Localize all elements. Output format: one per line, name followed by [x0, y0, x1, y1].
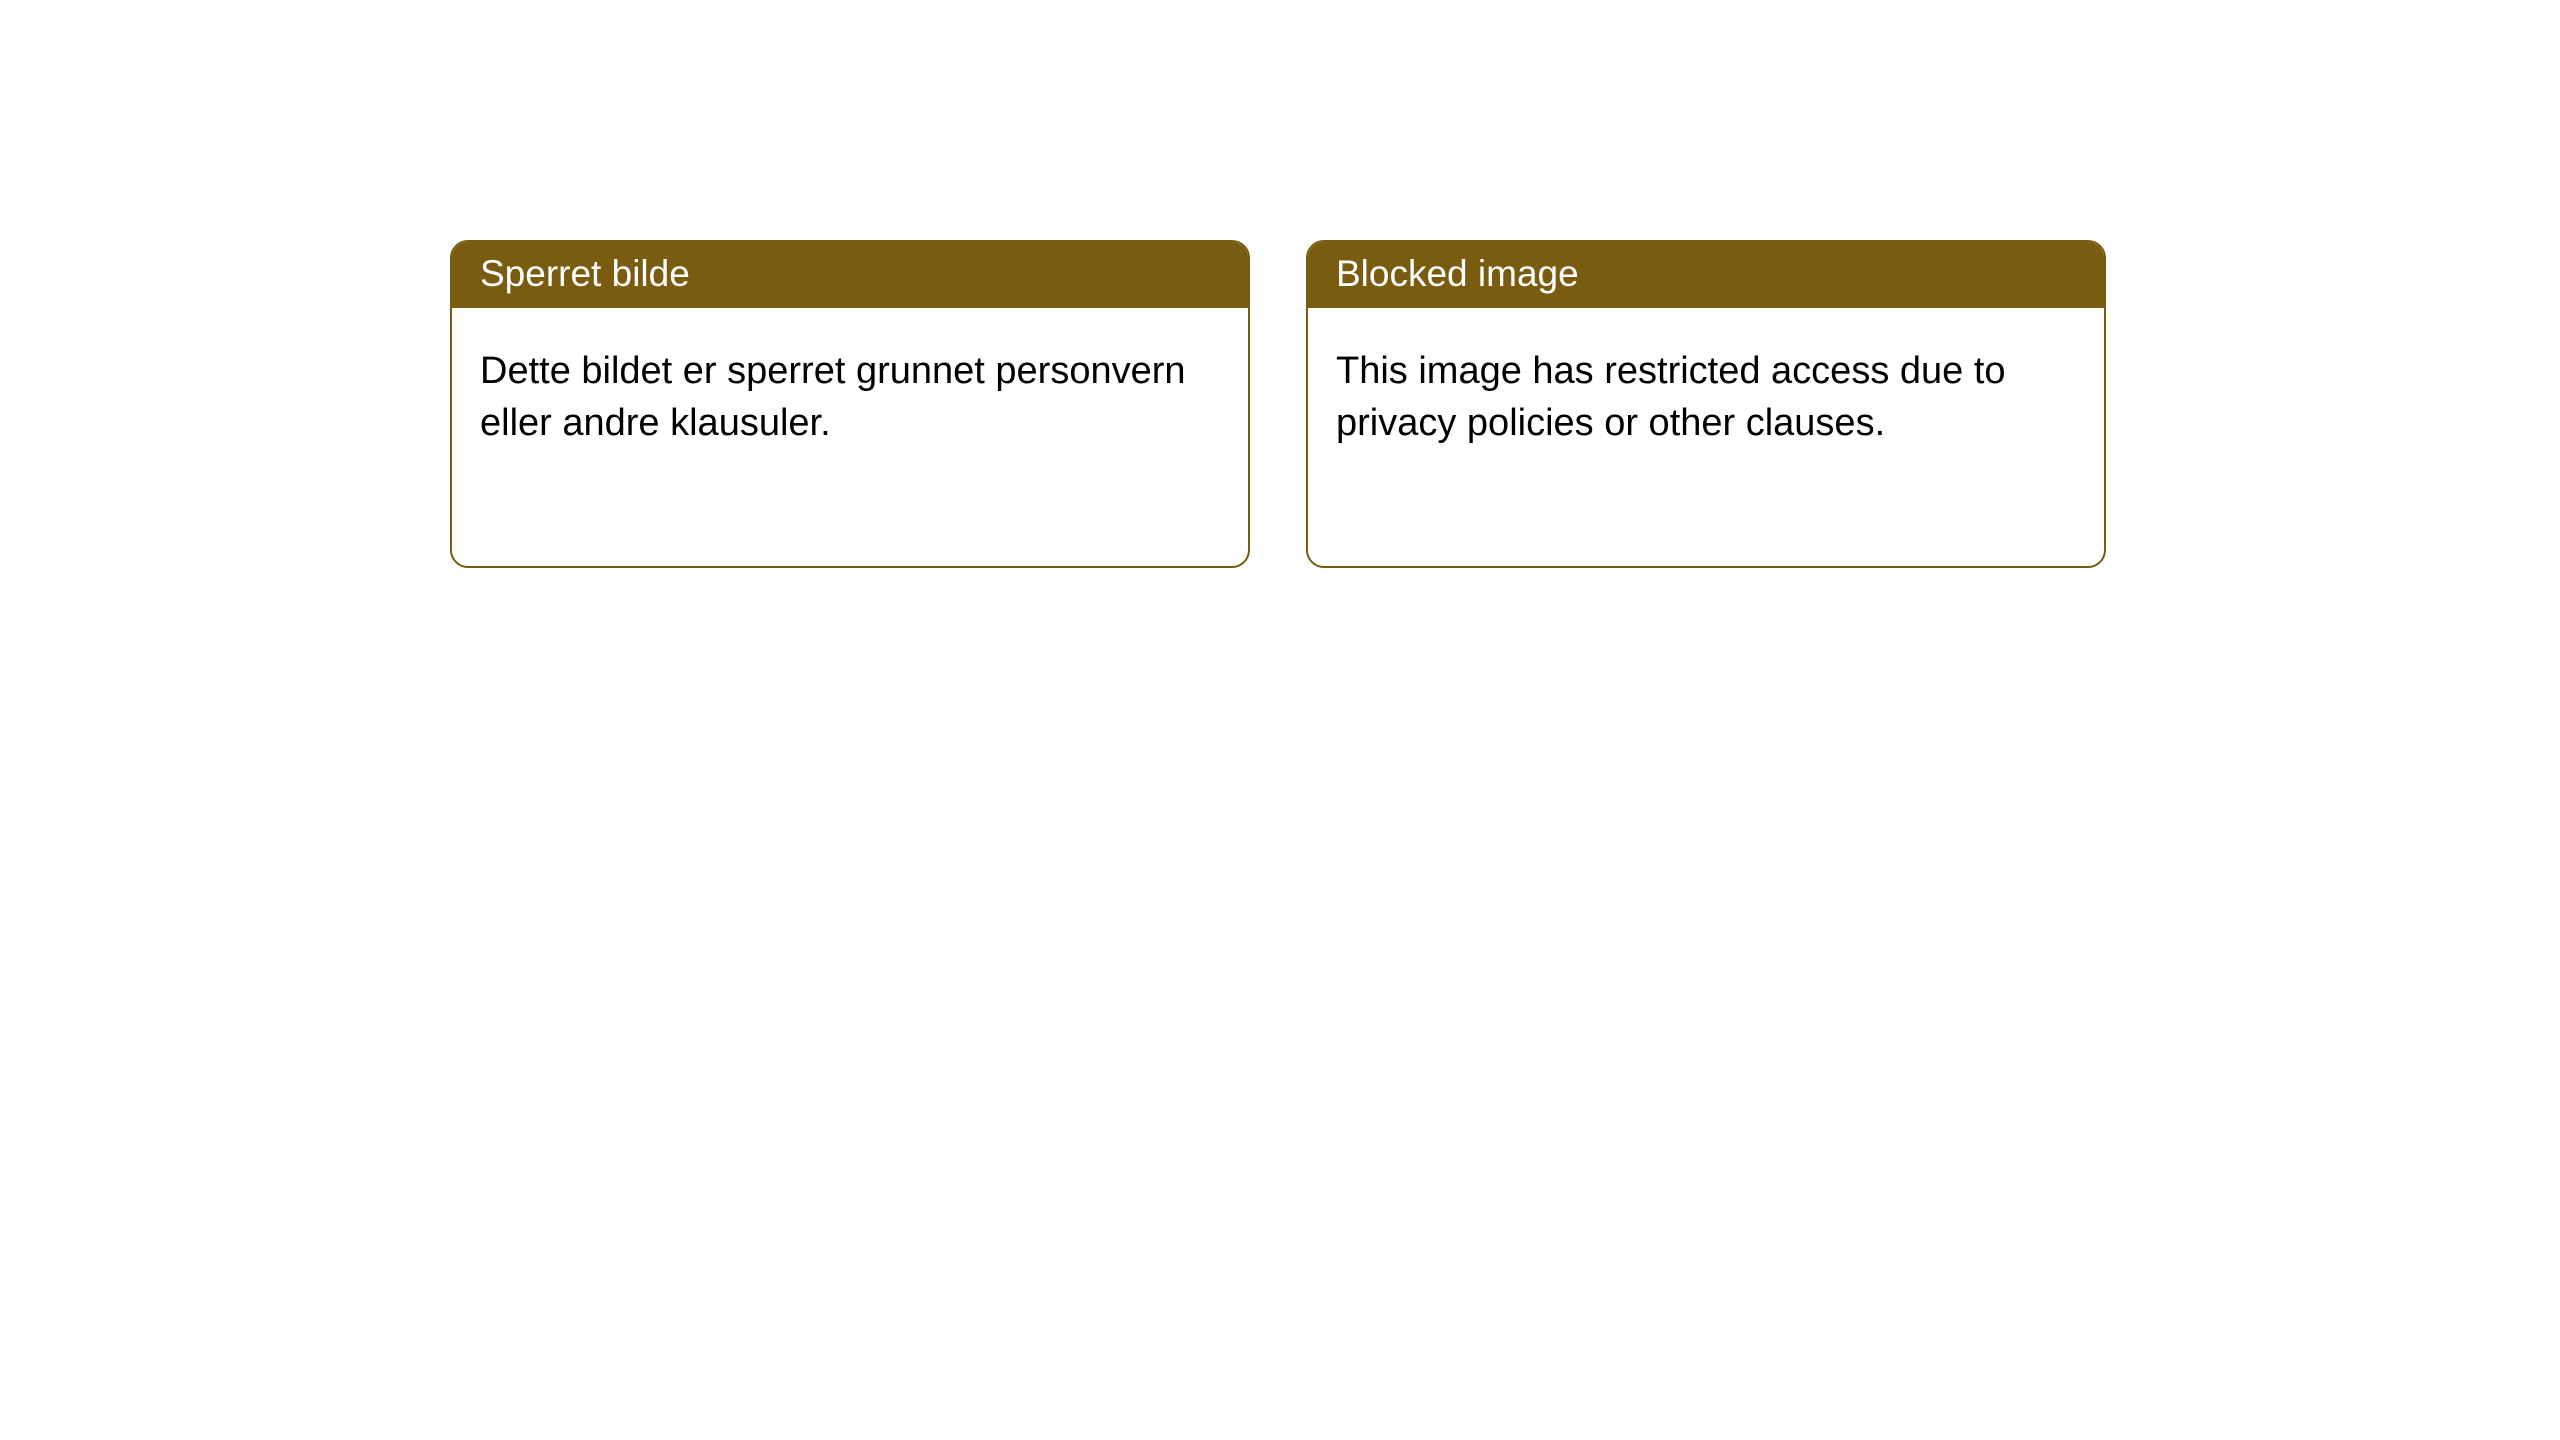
- card-header: Blocked image: [1308, 242, 2104, 308]
- blocked-image-card-en: Blocked image This image has restricted …: [1306, 240, 2106, 568]
- card-body: This image has restricted access due to …: [1308, 308, 2104, 566]
- blocked-image-card-no: Sperret bilde Dette bildet er sperret gr…: [450, 240, 1250, 568]
- card-header: Sperret bilde: [452, 242, 1248, 308]
- card-body: Dette bildet er sperret grunnet personve…: [452, 308, 1248, 566]
- notice-container: Sperret bilde Dette bildet er sperret gr…: [0, 0, 2560, 568]
